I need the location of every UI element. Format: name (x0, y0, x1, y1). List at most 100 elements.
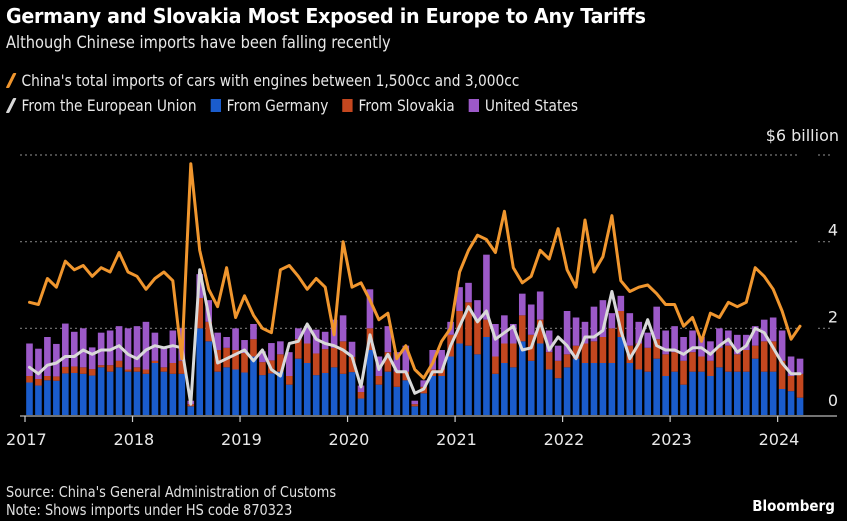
bar-united-states (608, 313, 616, 329)
bar-from-germany (644, 371, 652, 415)
footer-notes: Source: China's General Administration o… (6, 483, 336, 519)
bar-from-slovakia (760, 341, 768, 372)
bar-united-states (384, 326, 392, 353)
bar-united-states (518, 293, 526, 316)
chart-title: Germany and Slovakia Most Exposed in Eur… (6, 4, 646, 28)
bar-united-states (796, 358, 804, 374)
bar-united-states (420, 380, 428, 387)
chart-subtitle: Although Chinese imports have been falli… (6, 33, 391, 53)
bar-from-germany (689, 371, 696, 415)
bar-from-slovakia (716, 347, 723, 368)
bar-united-states (527, 304, 535, 335)
bar-from-germany (286, 384, 293, 415)
bar-from-germany (187, 406, 195, 415)
legend-swatch-total (5, 73, 17, 88)
bar-from-slovakia (124, 369, 132, 372)
bar-from-germany (88, 375, 96, 415)
bar-united-states (286, 352, 293, 376)
bar-from-germany (501, 363, 508, 415)
bar-united-states (88, 347, 96, 370)
bar-from-slovakia (294, 339, 302, 359)
bar-united-states (707, 341, 714, 361)
bar-from-slovakia (79, 367, 87, 374)
source-text: Source: China's General Administration o… (6, 483, 337, 501)
bar-from-slovakia (572, 345, 580, 359)
legend-swatch-germany (210, 99, 221, 112)
legend-row-2: From the European Union From Germany Fro… (5, 96, 592, 115)
bar-from-slovakia (796, 373, 804, 398)
bar-from-germany (751, 358, 759, 415)
bar-from-slovakia (232, 350, 239, 370)
bar-united-states (644, 332, 652, 348)
bar-from-slovakia (662, 354, 669, 376)
bar-from-germany (581, 363, 589, 415)
bar-from-slovakia (787, 376, 795, 392)
bar-united-states (635, 321, 643, 344)
bar-united-states (393, 352, 401, 372)
bar-from-germany (787, 391, 795, 415)
bar-from-germany (635, 369, 643, 415)
x-tick-label: 2022 (544, 430, 585, 449)
bar-from-slovakia (707, 360, 714, 376)
bar-united-states (79, 328, 87, 368)
bar-from-germany (617, 337, 625, 415)
bar-from-germany (510, 367, 517, 415)
bar-united-states (501, 315, 508, 344)
line-european-union (28, 268, 802, 406)
bar-from-germany (26, 382, 33, 415)
bar-from-germany (716, 367, 723, 415)
bar-from-germany (62, 373, 69, 415)
x-tick-label: 2018 (114, 430, 155, 449)
legend-swatch-us (468, 99, 479, 112)
bar-from-germany (662, 376, 669, 415)
bar-from-slovakia (303, 343, 311, 363)
bar-united-states (35, 348, 42, 380)
bar-from-germany (375, 384, 383, 415)
bar-from-germany (698, 371, 705, 415)
bar-united-states (160, 347, 168, 368)
bar-united-states (142, 321, 150, 370)
bar-united-states (599, 300, 607, 337)
bar-from-slovakia (778, 360, 786, 389)
bar-from-slovakia (241, 353, 248, 373)
bar-from-germany (438, 376, 445, 415)
bar-from-slovakia (698, 356, 705, 372)
bar-united-states (115, 326, 123, 361)
bar-from-germany (250, 356, 257, 415)
bar-from-slovakia (115, 360, 123, 368)
bar-united-states (510, 324, 517, 344)
bar-from-germany (742, 371, 750, 415)
bar-from-slovakia (554, 360, 562, 379)
gridlines (20, 154, 832, 329)
y-tick-label: 0 (828, 391, 838, 410)
bar-from-germany (384, 371, 392, 415)
bar-from-germany (268, 373, 275, 415)
bar-from-germany (393, 386, 401, 415)
bar-from-slovakia (133, 367, 141, 372)
bar-united-states (411, 400, 419, 405)
legend-item-slovakia: From Slovakia (342, 96, 455, 115)
bar-from-slovakia (599, 337, 607, 363)
bar-from-slovakia (97, 365, 105, 368)
bar-united-states (348, 341, 356, 357)
bar-from-slovakia (644, 347, 652, 372)
bar-from-slovakia (411, 404, 419, 407)
bar-from-slovakia (492, 356, 499, 374)
bar-from-germany (608, 363, 616, 415)
bar-from-slovakia (393, 371, 401, 387)
bar-united-states (303, 326, 311, 344)
bar-united-states (751, 326, 759, 346)
bar-united-states (653, 306, 660, 340)
bar-united-states (760, 319, 768, 342)
bar-from-slovakia (742, 350, 750, 372)
bar-from-slovakia (106, 365, 114, 372)
bar-united-states (259, 351, 266, 363)
bar-from-slovakia (375, 376, 383, 385)
bar-from-slovakia (250, 339, 257, 357)
bar-united-states (742, 334, 750, 350)
bar-from-slovakia (769, 341, 777, 372)
bar-from-germany (447, 356, 454, 415)
bar-from-germany (53, 380, 60, 415)
bar-from-germany (671, 371, 678, 415)
y-tick-label: 4 (828, 221, 838, 240)
